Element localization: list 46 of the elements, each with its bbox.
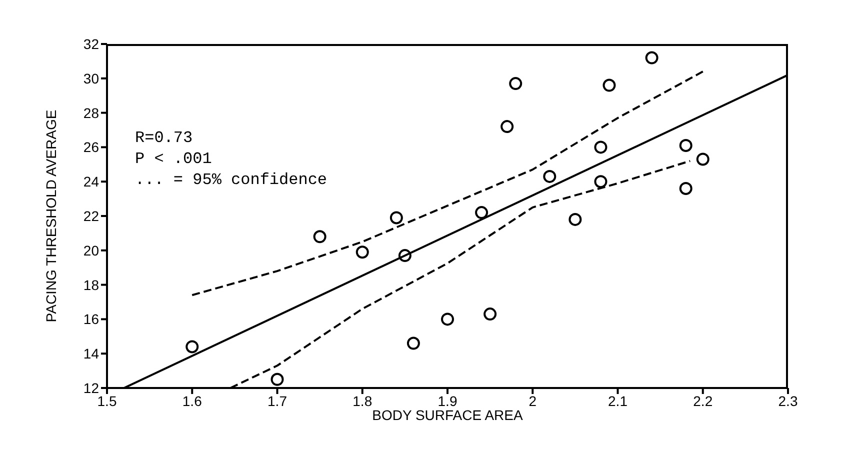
point [356, 246, 369, 259]
x-tick-label: 1.7 [268, 392, 288, 409]
y-tick-label: 20 [83, 242, 100, 258]
point [441, 312, 454, 326]
y-tick-label: 24 [83, 174, 100, 190]
point [500, 120, 514, 134]
point [594, 140, 608, 154]
y-tick-label: 16 [83, 311, 100, 328]
y-tick-label: 14 [83, 346, 100, 362]
point [543, 170, 556, 183]
x-tick-label: 2.1 [608, 392, 628, 409]
y-tick-label: 32 [83, 36, 100, 52]
point [509, 77, 522, 90]
x-tick-label: 2 [528, 392, 537, 409]
x-tick-label: 1.9 [438, 392, 458, 409]
x-tick-label: 2.3 [778, 392, 798, 409]
x-tick-label: 1.8 [352, 392, 372, 409]
point [594, 175, 608, 188]
annotation: ... = 95% confidence [135, 170, 328, 191]
point [679, 182, 692, 195]
point [484, 308, 497, 321]
annotation: R=0.73 [135, 128, 194, 149]
x-tick-label: 2.2 [693, 392, 713, 409]
x-tick-label: 1.5 [97, 392, 117, 409]
y-axis-title: PACING THRESHOLD AVERAGE [42, 110, 59, 322]
annotation: P < .001 [135, 149, 213, 170]
point [568, 212, 582, 226]
point [602, 78, 616, 92]
point [679, 138, 692, 152]
point [270, 372, 284, 386]
point [390, 211, 403, 224]
x-axis-title: BODY SURFACE AREA [372, 407, 524, 423]
y-tick-label: 22 [83, 208, 100, 224]
y-tick-label: 28 [83, 104, 100, 121]
point [313, 230, 326, 244]
point [186, 340, 199, 354]
point [406, 336, 420, 350]
point [696, 152, 710, 166]
point [645, 51, 658, 64]
y-tick-label: 18 [83, 276, 100, 293]
y-tick-label: 30 [83, 70, 100, 86]
point [398, 249, 412, 262]
y-tick-label: 12 [83, 380, 100, 396]
x-tick-label: 1.6 [182, 392, 202, 409]
point [475, 206, 488, 220]
y-tick-label: 26 [83, 139, 100, 156]
